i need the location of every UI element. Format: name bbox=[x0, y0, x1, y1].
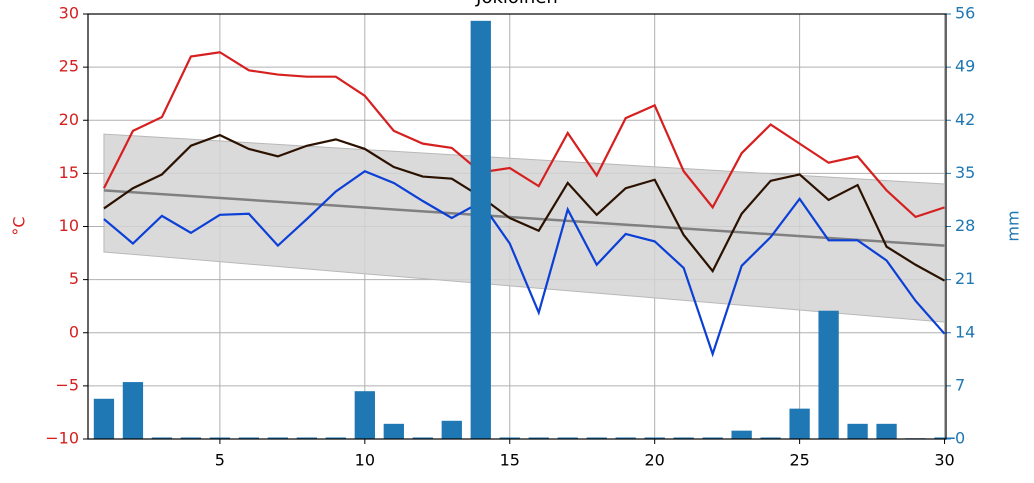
precip-bar bbox=[818, 310, 839, 439]
precip-bar bbox=[238, 437, 260, 439]
x-tick-label: 30 bbox=[934, 451, 954, 470]
y-tick-label: 20 bbox=[59, 110, 79, 129]
precip-bar bbox=[470, 20, 491, 440]
y-tick-label: −10 bbox=[45, 429, 79, 448]
x-tick-label: 25 bbox=[789, 451, 809, 470]
precip-bar bbox=[412, 437, 433, 439]
y2-tick-label: 28 bbox=[955, 216, 975, 235]
y-axis-label: °C bbox=[10, 216, 29, 235]
precip-bar bbox=[499, 437, 520, 439]
y2-axis-label: mm bbox=[1004, 210, 1023, 241]
precip-bar bbox=[760, 437, 781, 439]
precip-bar bbox=[354, 391, 375, 439]
precip-bar bbox=[93, 398, 115, 439]
y-tick-label: 5 bbox=[69, 269, 79, 288]
precip-bar bbox=[528, 437, 549, 439]
precip-bar bbox=[934, 437, 955, 439]
y-tick-label: 10 bbox=[59, 216, 79, 235]
precip-bar bbox=[296, 437, 317, 439]
precip-bar bbox=[557, 437, 578, 439]
plot-frame bbox=[87, 13, 947, 440]
y2-tick-label: 35 bbox=[955, 163, 975, 182]
x-tick-label: 10 bbox=[355, 451, 375, 470]
y-tick-label: 15 bbox=[59, 163, 79, 182]
precip-bar bbox=[267, 437, 289, 439]
y-tick-label: −5 bbox=[55, 375, 79, 394]
temperature-line bbox=[103, 133, 946, 282]
precip-bar bbox=[180, 437, 202, 439]
y2-tick-label: 49 bbox=[955, 57, 975, 76]
precip-bar bbox=[847, 423, 868, 439]
y2-tick-label: 21 bbox=[955, 269, 975, 288]
precip-bar bbox=[731, 430, 752, 439]
precip-bar bbox=[441, 420, 462, 439]
chart-title: Jokioinen bbox=[475, 0, 558, 8]
x-tick-label: 15 bbox=[500, 451, 520, 470]
precip-bar bbox=[673, 437, 694, 439]
precip-bar bbox=[383, 423, 404, 439]
x-tick-label: 20 bbox=[645, 451, 665, 470]
y-tick-label: 0 bbox=[69, 322, 79, 341]
precip-bar bbox=[151, 437, 173, 439]
precip-bar bbox=[789, 408, 810, 439]
y2-tick-label: 14 bbox=[955, 322, 975, 341]
y2-tick-label: 0 bbox=[955, 429, 965, 448]
y2-tick-label: 42 bbox=[955, 110, 975, 129]
precip-bar bbox=[702, 437, 723, 439]
x-tick-label: 5 bbox=[215, 451, 225, 470]
normal-line bbox=[103, 189, 945, 247]
temperature-line bbox=[102, 51, 945, 219]
precip-bar bbox=[615, 437, 636, 439]
precip-bar bbox=[122, 382, 144, 439]
precip-bar bbox=[586, 437, 607, 439]
y2-tick-label: 56 bbox=[955, 4, 975, 23]
precip-bar bbox=[876, 423, 897, 439]
precip-bar bbox=[209, 437, 231, 439]
normal-band bbox=[103, 133, 946, 323]
y2-tick-label: 7 bbox=[955, 375, 965, 394]
y-tick-label: 25 bbox=[59, 57, 79, 76]
y-tick-label: 30 bbox=[59, 4, 79, 23]
precip-bar bbox=[325, 437, 346, 439]
temperature-line bbox=[103, 170, 946, 358]
precip-bar bbox=[644, 437, 665, 439]
